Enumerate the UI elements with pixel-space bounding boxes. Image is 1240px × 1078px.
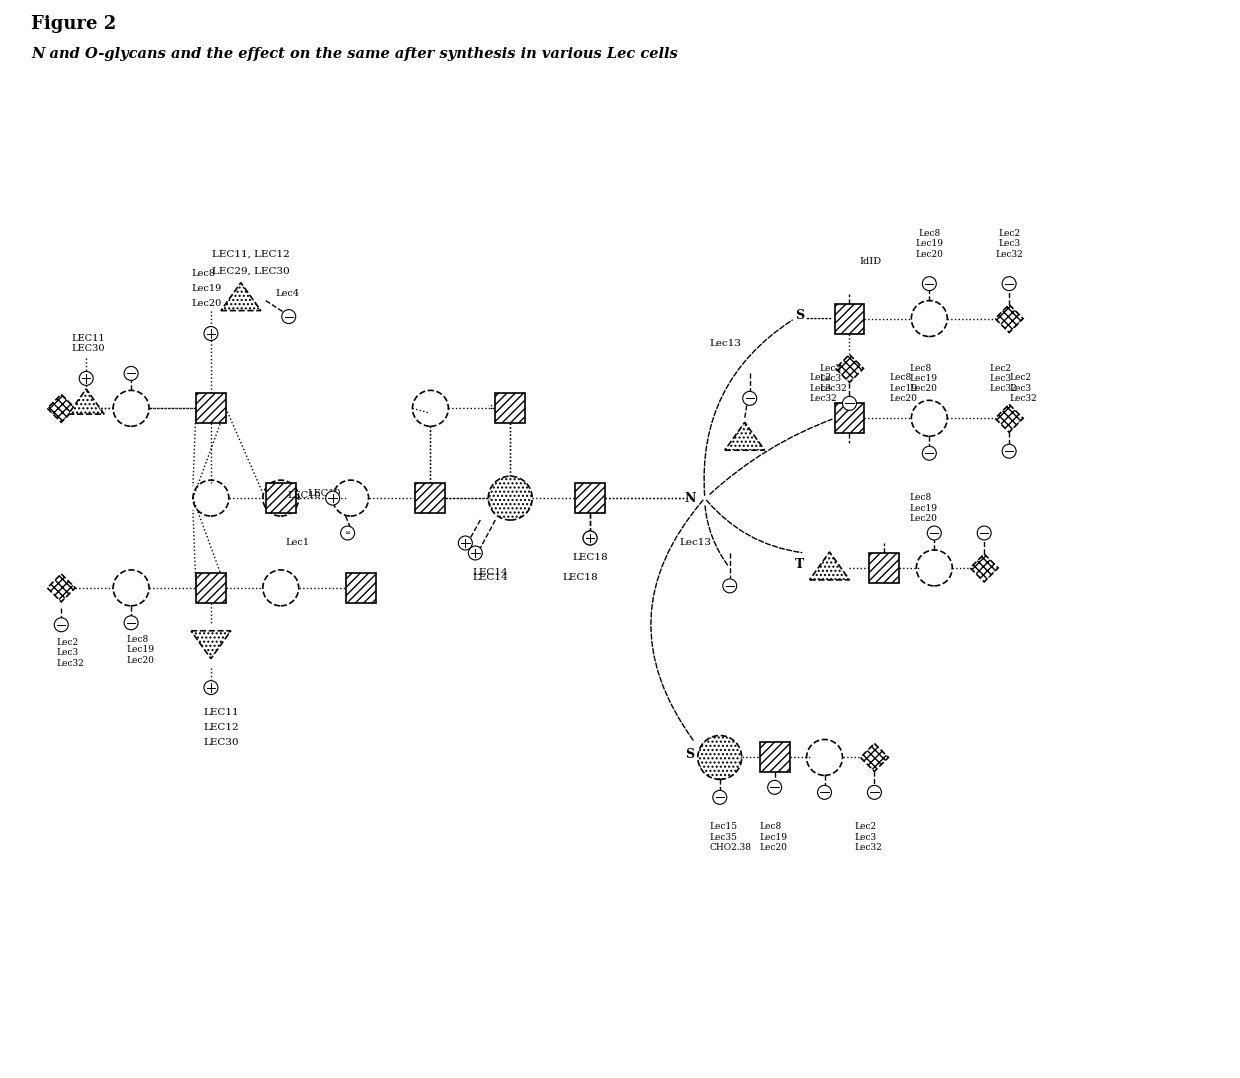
Circle shape [203,327,218,341]
Circle shape [459,536,472,550]
Circle shape [79,372,93,386]
Bar [760,743,790,773]
Polygon shape [47,573,76,602]
Circle shape [326,492,340,506]
Text: IdID: IdID [859,257,882,265]
Text: Lec8
Lec19
Lec20: Lec8 Lec19 Lec20 [126,635,154,665]
Polygon shape [47,395,76,423]
Circle shape [923,277,936,291]
Text: Lec8: Lec8 [191,270,215,278]
Bar [265,483,295,513]
Polygon shape [191,631,231,659]
Polygon shape [810,552,849,580]
Text: S: S [686,748,694,761]
Text: LEC11, LEC12: LEC11, LEC12 [212,249,290,259]
Text: LEC14: LEC14 [472,568,508,578]
Text: S: S [795,309,805,322]
Text: Lec20: Lec20 [191,299,221,308]
Text: Lec1: Lec1 [285,539,310,548]
Circle shape [583,531,596,545]
Circle shape [868,786,882,799]
Bar [575,483,605,513]
Bar [869,553,899,583]
Text: LEC10: LEC10 [288,490,321,499]
Text: Lec15
Lec35
CHO2.38: Lec15 Lec35 CHO2.38 [709,823,751,852]
Circle shape [977,526,991,540]
Circle shape [713,790,727,804]
Text: T: T [795,558,805,571]
Text: LEC14: LEC14 [472,573,508,582]
Circle shape [124,616,138,630]
Text: Lec2
Lec3
Lec32: Lec2 Lec3 Lec32 [990,363,1017,393]
Circle shape [124,367,138,381]
Text: LEC30: LEC30 [203,738,239,747]
Polygon shape [996,404,1023,432]
Polygon shape [836,355,863,383]
Polygon shape [996,305,1023,332]
Bar [346,572,376,603]
Circle shape [1002,277,1016,291]
Text: Lec8
Lec19
Lec20: Lec8 Lec19 Lec20 [915,229,944,259]
Circle shape [743,391,756,405]
Circle shape [55,618,68,632]
Polygon shape [970,554,998,582]
Text: Lec13: Lec13 [709,338,742,348]
Text: Lec19: Lec19 [191,285,221,293]
Text: N: N [684,492,696,505]
Bar [835,403,864,433]
Circle shape [469,545,482,559]
Circle shape [817,786,832,799]
Bar [415,483,445,513]
Circle shape [583,531,596,545]
Circle shape [723,579,737,593]
Circle shape [768,780,781,794]
Text: ∞: ∞ [345,530,351,536]
Circle shape [1002,444,1016,458]
Text: LEC29, LEC30: LEC29, LEC30 [212,266,290,275]
Circle shape [341,526,355,540]
Circle shape [203,680,218,694]
Text: Lec8
Lec19
Lec20: Lec8 Lec19 Lec20 [760,823,787,852]
Circle shape [923,446,936,460]
Polygon shape [221,282,260,310]
Text: Lec2
Lec3
Lec32: Lec2 Lec3 Lec32 [820,363,847,393]
Bar [196,572,226,603]
Polygon shape [68,389,104,414]
Circle shape [842,397,857,411]
Text: LEC18: LEC18 [562,573,598,582]
Text: Lec2
Lec3
Lec32: Lec2 Lec3 Lec32 [996,229,1023,259]
Bar [196,393,226,424]
Text: Lec8
Lec19
Lec20: Lec8 Lec19 Lec20 [909,363,937,393]
Text: LEC18: LEC18 [572,553,608,563]
Polygon shape [724,423,765,451]
Bar [495,393,526,424]
Circle shape [928,526,941,540]
Text: N and O-glycans and the effect on the same after synthesis in various Lec cells: N and O-glycans and the effect on the sa… [31,47,678,61]
Text: Figure 2: Figure 2 [31,15,117,33]
Text: LEC11: LEC11 [203,708,239,717]
Text: Lec13: Lec13 [680,539,712,548]
Text: Lec2
Lec3
Lec32: Lec2 Lec3 Lec32 [810,373,837,403]
Polygon shape [861,744,888,772]
Circle shape [281,309,295,323]
Text: Lec8
Lec19
Lec20: Lec8 Lec19 Lec20 [889,373,918,403]
Text: LEC10: LEC10 [308,488,341,498]
Bar [835,304,864,333]
Text: Lec2
Lec3
Lec32: Lec2 Lec3 Lec32 [1009,373,1037,403]
Text: Lec2
Lec3
Lec32: Lec2 Lec3 Lec32 [854,823,882,852]
Text: LEC12: LEC12 [203,723,239,732]
Text: Lec8
Lec19
Lec20: Lec8 Lec19 Lec20 [909,493,937,523]
Text: Lec2
Lec3
Lec32: Lec2 Lec3 Lec32 [56,638,84,667]
Text: Lec4: Lec4 [275,289,300,299]
Text: LEC11
LEC30: LEC11 LEC30 [71,334,105,354]
